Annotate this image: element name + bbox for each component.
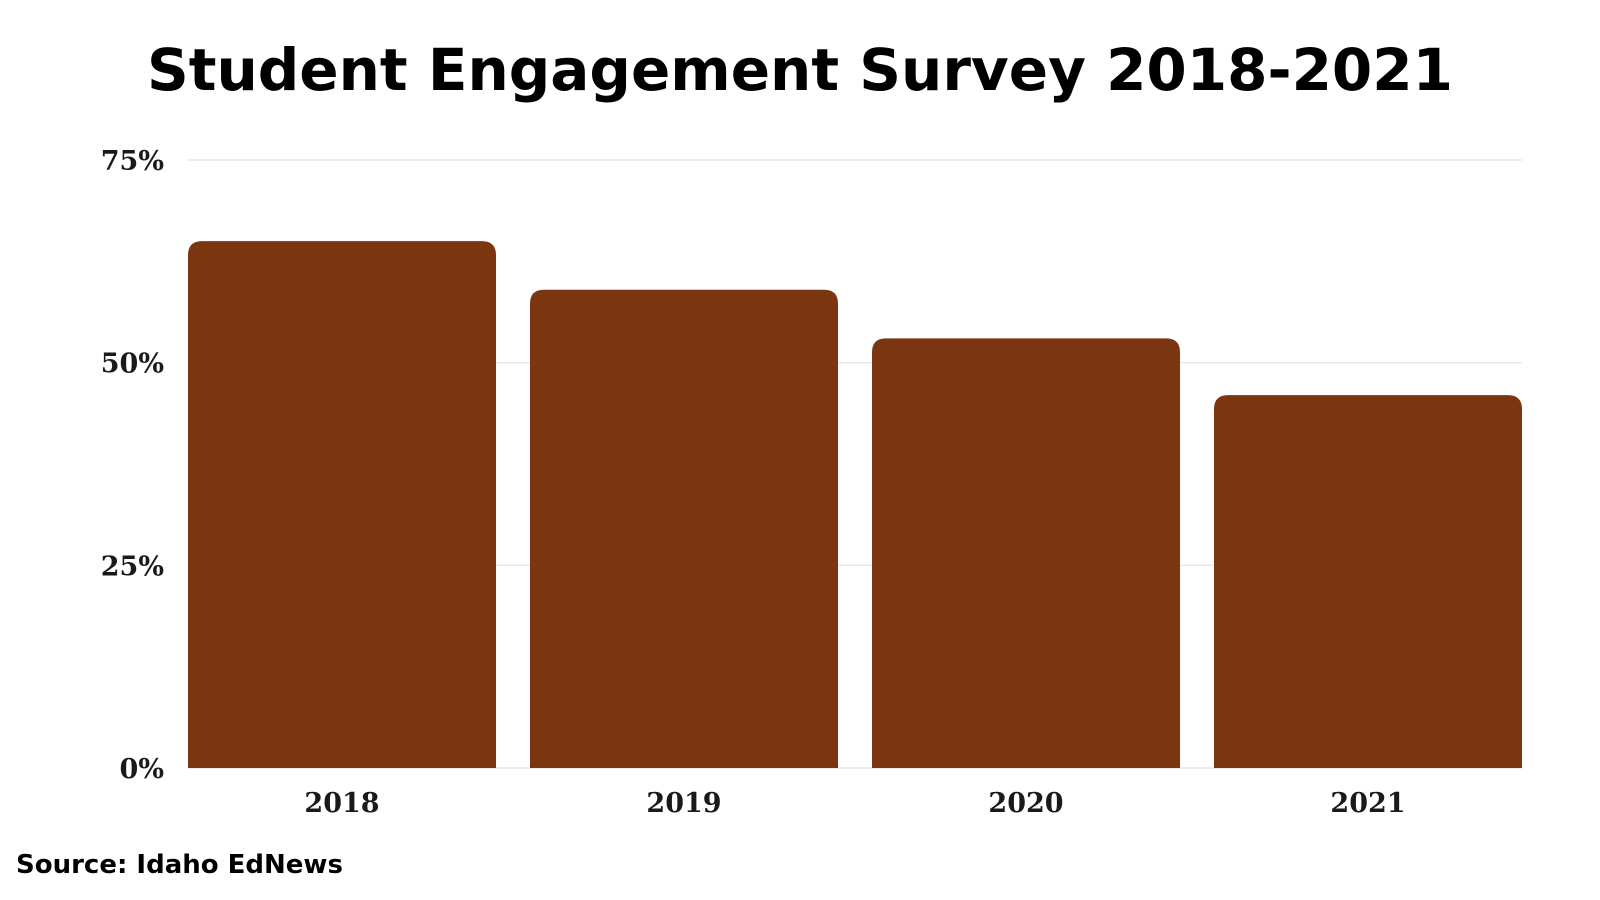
x-tick-label: 2021 (1330, 788, 1405, 819)
y-tick-label: 50% (101, 349, 164, 380)
x-tick-label: 2020 (988, 788, 1063, 819)
x-axis-ticks: 2018 2019 2020 2021 (304, 788, 1405, 819)
chart-title: Student Engagement Survey 2018-2021 (147, 36, 1453, 104)
bar-2021 (1214, 395, 1522, 768)
y-tick-label: 0% (120, 754, 164, 785)
y-tick-label: 75% (101, 146, 164, 177)
y-axis-ticks: 0% 25% 50% 75% (101, 146, 164, 785)
x-tick-label: 2018 (304, 788, 379, 819)
y-tick-label: 25% (101, 551, 164, 582)
bar-2018 (188, 241, 496, 769)
bars (188, 241, 1522, 769)
source-note: Source: Idaho EdNews (16, 850, 343, 880)
bar-2020 (872, 338, 1180, 768)
bar-2019 (530, 289, 838, 768)
x-tick-label: 2019 (646, 788, 721, 819)
